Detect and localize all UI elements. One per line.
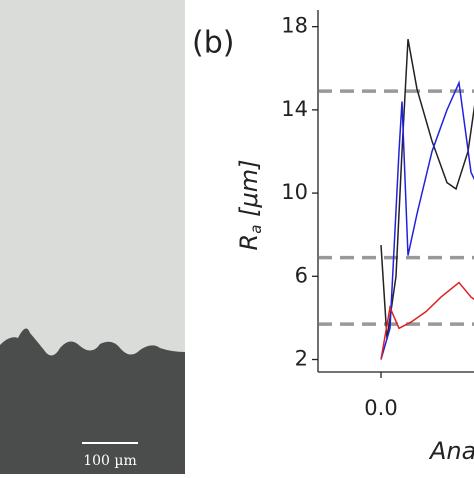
data-line [380,38,474,339]
data-line [380,281,474,360]
plot-area [319,38,474,360]
panel-label: (b) [192,26,234,61]
scale-bar-label: 100 µm [83,453,137,469]
x-axis-label: Ana [428,437,474,465]
x-tick-label: 0.0 [364,396,397,420]
micrograph: 100 µm [0,0,185,474]
y-tick-label: 18 [281,14,308,38]
y-axis-label: Ra [μm] [235,160,265,251]
y-tick-label: 2 [295,347,308,371]
y-tick-label: 6 [295,263,308,287]
y-tick-label: 10 [281,180,308,204]
data-line [380,80,474,360]
y-tick-label: 14 [281,97,308,121]
